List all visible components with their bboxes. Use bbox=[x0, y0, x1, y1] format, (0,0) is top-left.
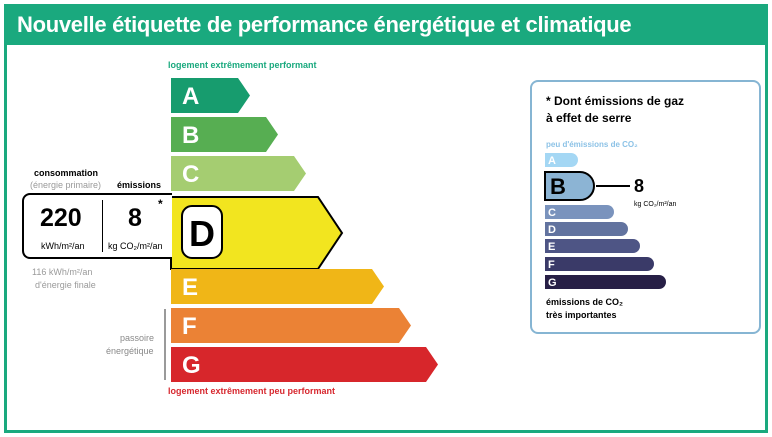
energy-band-letter: G bbox=[182, 352, 201, 379]
ges-band-letter: D bbox=[548, 224, 556, 236]
ges-band-b: B bbox=[544, 171, 595, 201]
final-energy-value: 116 kWh/m²/an bbox=[32, 267, 93, 277]
consumption-sublabel: (énergie primaire) bbox=[30, 180, 102, 190]
ges-selected-value: 8 bbox=[634, 176, 645, 196]
energy-band-e: E bbox=[171, 269, 384, 304]
energy-band-letter: C bbox=[182, 161, 199, 188]
energy-band-letter: B bbox=[182, 122, 199, 149]
energy-band-letter: F bbox=[182, 313, 197, 340]
value-box bbox=[22, 193, 172, 259]
page-title: Nouvelle étiquette de performance énergé… bbox=[17, 12, 632, 37]
ges-band-f: F bbox=[545, 257, 654, 271]
ges-pointer-line bbox=[596, 185, 630, 187]
passoire-label: passoire bbox=[120, 333, 155, 343]
ges-band-letter: E bbox=[548, 241, 555, 253]
ges-band-letter: C bbox=[548, 207, 556, 219]
ges-band-e: E bbox=[545, 239, 640, 253]
ges-band-g: G bbox=[545, 275, 666, 289]
final-energy-label: d'énergie finale bbox=[35, 280, 96, 290]
value-divider bbox=[102, 200, 103, 252]
consumption-unit: kWh/m²/an bbox=[41, 241, 85, 251]
ges-band-letter: B bbox=[550, 174, 566, 199]
energy-band-c: C bbox=[171, 156, 306, 191]
emissions-value: 8 bbox=[128, 204, 142, 232]
ges-top-caption: peu d'émissions de CO₂ bbox=[546, 140, 638, 149]
ges-band-letter: A bbox=[548, 155, 556, 167]
passoire-sublabel: énergétique bbox=[106, 346, 154, 356]
consumption-label: consommation bbox=[34, 168, 99, 178]
ges-title-line1: * Dont émissions de gaz bbox=[546, 94, 685, 108]
emissions-asterisk: * bbox=[158, 197, 163, 211]
ges-band-letter: F bbox=[548, 259, 555, 271]
emissions-label: émissions bbox=[117, 180, 162, 190]
passoire-bracket bbox=[164, 309, 166, 380]
header-bar: Nouvelle étiquette de performance énergé… bbox=[7, 7, 765, 45]
energy-band-f: F bbox=[171, 308, 411, 343]
energy-top-caption: logement extrêmement performant bbox=[168, 60, 317, 70]
energy-bottom-caption: logement extrêmement peu performant bbox=[168, 386, 336, 396]
energy-band-b: B bbox=[171, 117, 278, 152]
ges-title-line2: à effet de serre bbox=[546, 111, 632, 125]
ges-band-a: A bbox=[545, 153, 578, 167]
ges-band-c: C bbox=[545, 205, 614, 219]
ges-bottom-caption-line2: très importantes bbox=[546, 310, 617, 320]
energy-band-g: G bbox=[171, 347, 438, 382]
consumption-value: 220 bbox=[40, 204, 82, 232]
ges-selected-unit: kg CO₂/m²/an bbox=[634, 201, 677, 208]
ges-band-d: D bbox=[545, 222, 628, 236]
energy-band-d: D bbox=[170, 196, 344, 270]
emissions-unit: kg CO₂/m²/an bbox=[108, 241, 163, 251]
energy-band-letter: E bbox=[182, 274, 198, 301]
energy-band-letter: D bbox=[189, 213, 215, 254]
energy-band-letter: A bbox=[182, 83, 199, 110]
ges-bottom-caption-line1: émissions de CO₂ bbox=[546, 297, 624, 307]
energy-band-a: A bbox=[171, 78, 250, 113]
selected-class-badge bbox=[181, 205, 223, 259]
ges-band-letter: G bbox=[548, 277, 557, 289]
